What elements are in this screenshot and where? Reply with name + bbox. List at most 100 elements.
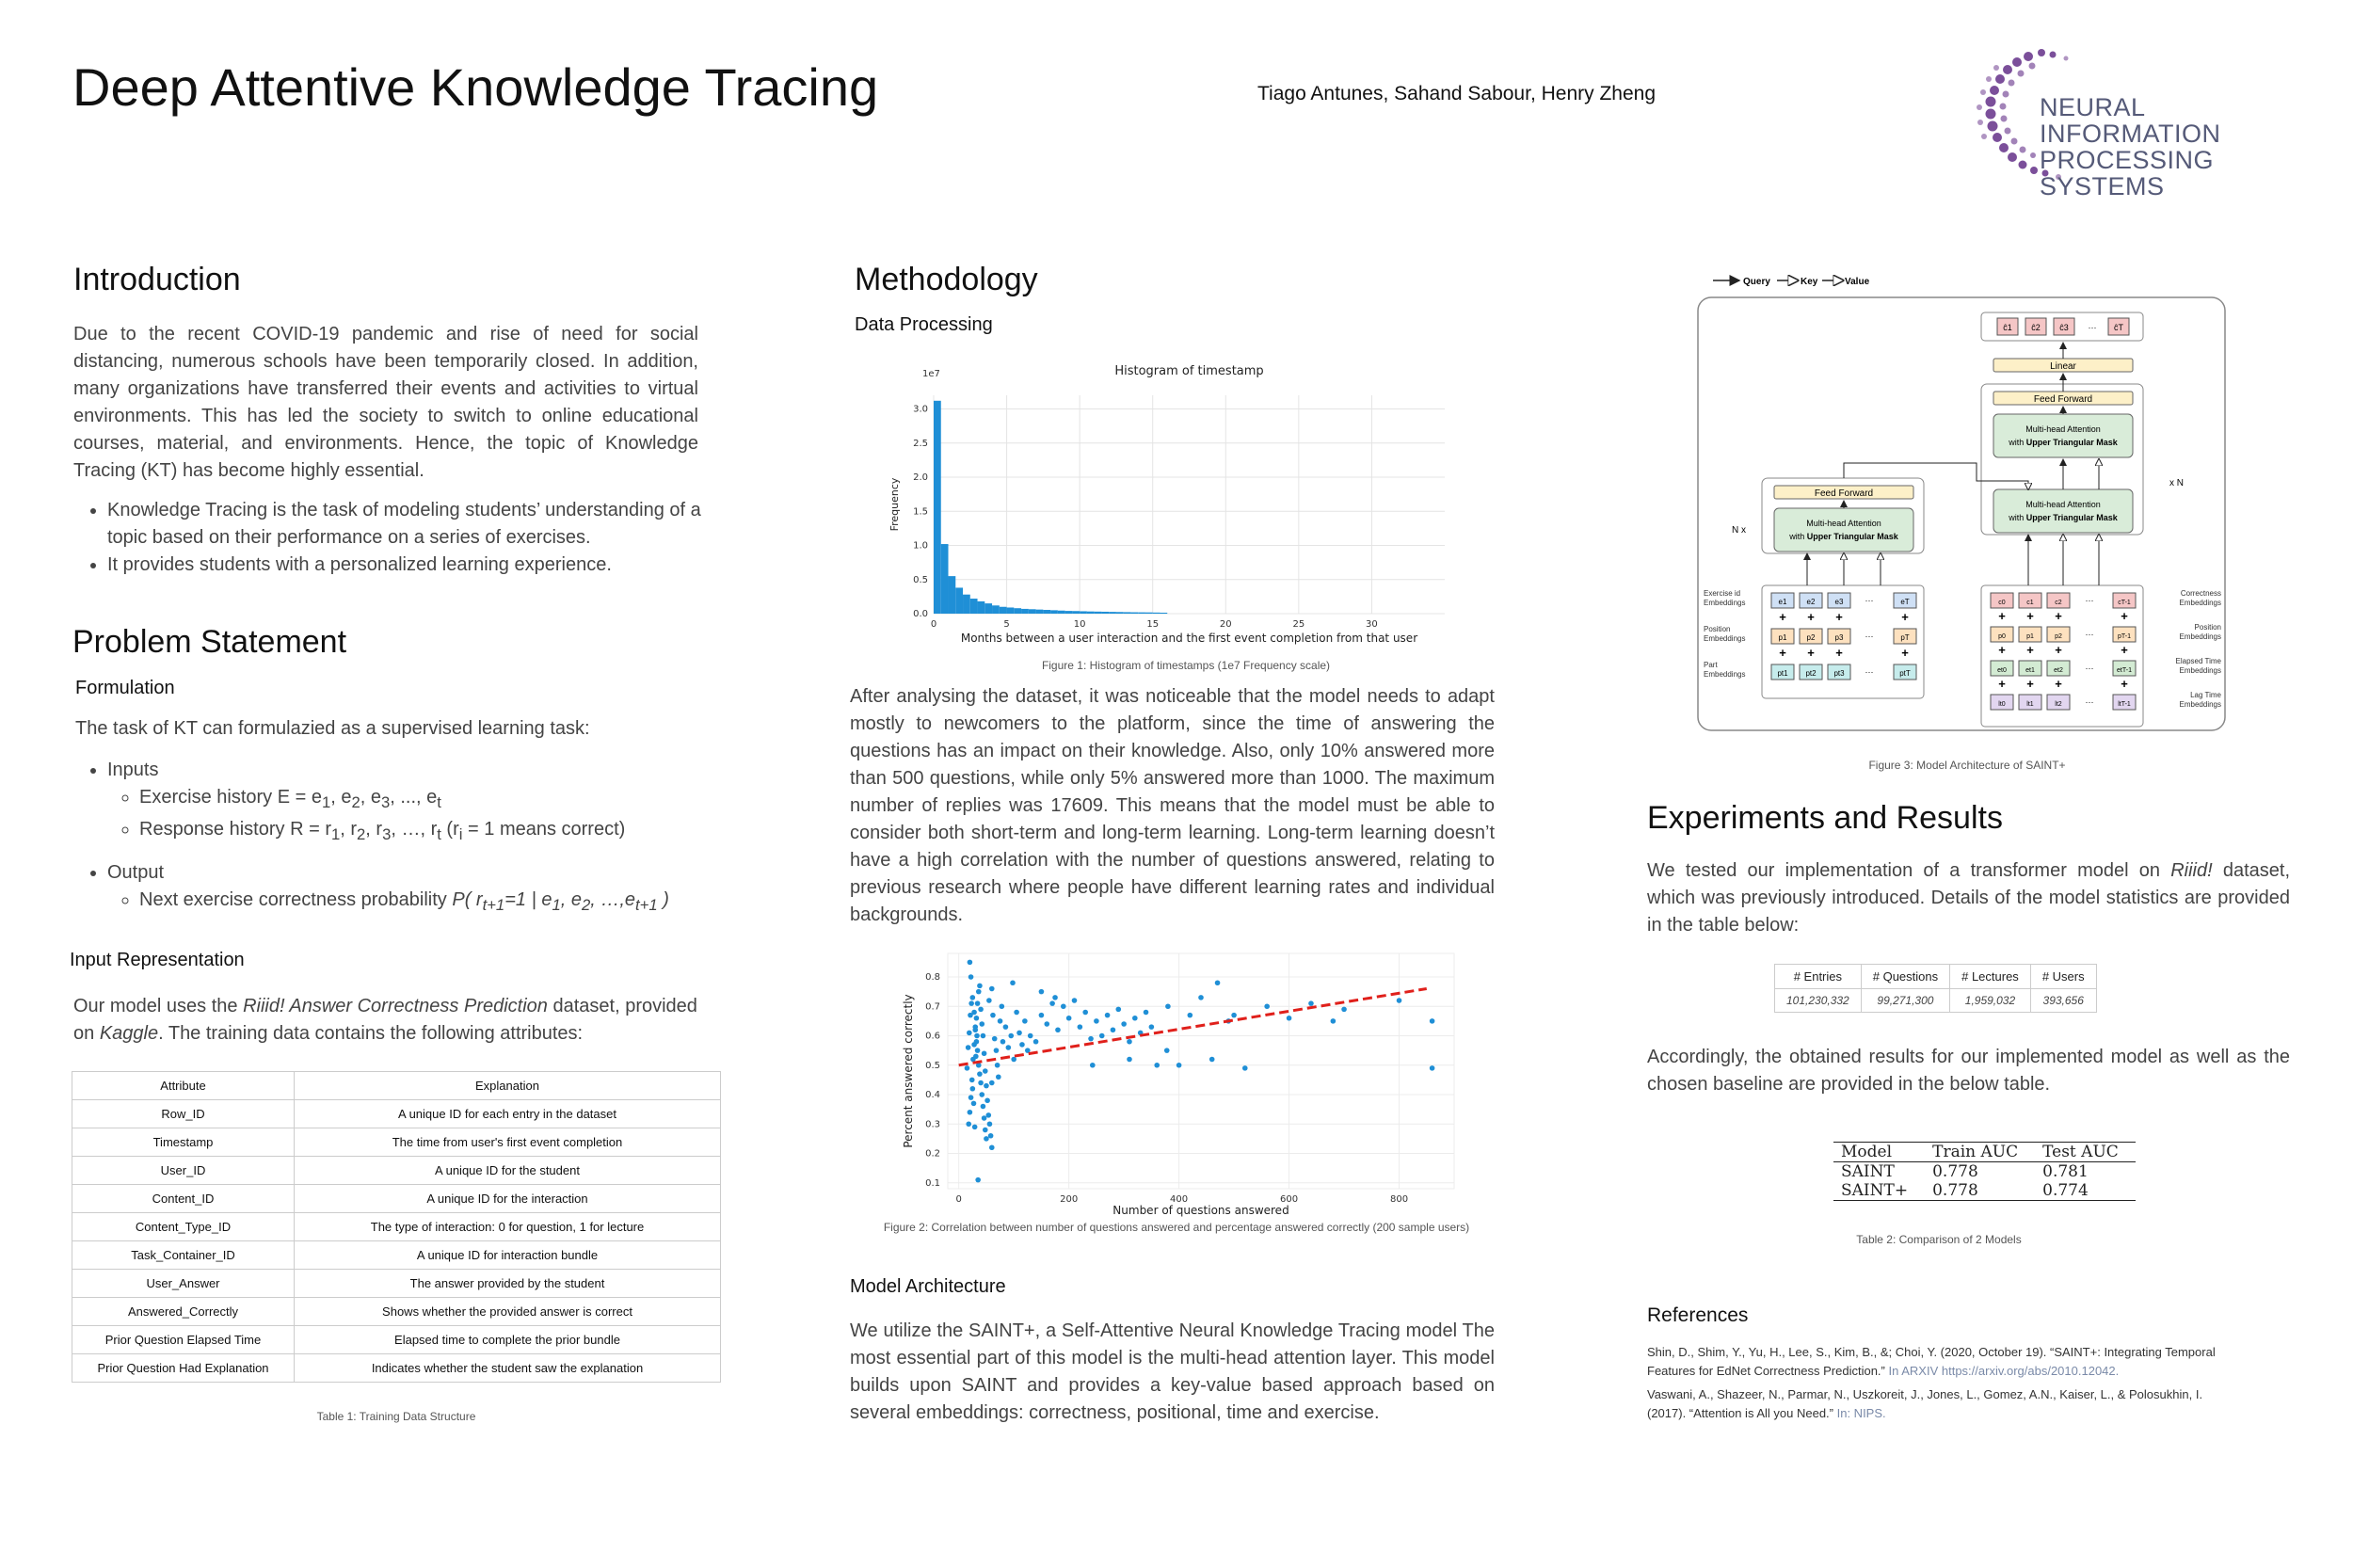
scatter-xtick-label: 800 [1390,1194,1408,1205]
table-row: Task_Container_ID A unique ID for interac… [72,1240,721,1270]
plus-sign: + [2121,609,2128,623]
hist-bar [1064,611,1073,614]
training-data-table: Attribute Explanation Row_ID A unique ID fo… [72,1071,721,1383]
input-rep-subheading: Input Representation [70,950,245,970]
scatter-point [1038,988,1045,995]
output-token: ĉ3 [2059,323,2069,332]
output-token: ĉT [2114,323,2124,332]
references-heading: References [1647,1304,1749,1326]
scatter-point [1044,1021,1050,1027]
hist-bar [977,600,985,614]
output-token-box [2053,317,2075,336]
scatter-point [1065,1015,1072,1021]
scatter-point [984,1097,990,1104]
left-embedding-label: Embeddings [1704,670,1745,679]
encoder-embedding-token-box [1799,664,1823,680]
table-row: Answered_Correctly Shows whether the prov… [72,1297,721,1326]
table-row: Row_ID A unique ID for each entry in the … [72,1099,721,1128]
scatter-point [986,998,992,1003]
scatter-point [968,1000,974,1006]
decoder-embedding-token: et1 [2025,667,2035,674]
formulation-text: The task of KT can formulazied as a supe… [75,718,590,739]
table-cell: Task_Container_ID [72,1240,295,1270]
left-embedding-label: Position [1704,625,1730,633]
scatter-point [970,1100,977,1107]
hist-xtick-label: 25 [1292,619,1305,630]
svg-text:with Upper Triangular Mask: with Upper Triangular Mask [2008,438,2119,447]
svg-text:with Upper Triangular Mask: with Upper Triangular Mask [2008,513,2119,522]
table-cell: Timestamp [72,1128,295,1157]
encoder-embedding-token: p2 [1807,633,1816,642]
auc-cell: SAINT+ [1841,1181,1909,1200]
hist-bar [1123,612,1131,614]
dataset-stats-table: # Entries # Questions # Lectures # Users 10… [1774,964,2097,1013]
left-embedding-label: Embeddings [1704,634,1745,643]
dec-mha1-line1: Multi-head Attention [2025,424,2101,434]
auc-row: SAINT+ 0.778 0.774 [1833,1181,2136,1201]
scatter-point [971,1124,978,1130]
legend-key: Key [1801,277,1818,287]
neurips-logo-mark [1977,49,2069,180]
table-header-row: Attribute Explanation [72,1071,721,1100]
scatter-point [1104,1012,1111,1018]
scatter-point [1163,1048,1170,1053]
scatter-point [1016,1030,1022,1036]
decoder-embedding-token-box [2112,592,2137,609]
stats-header-cell: # Users [2029,964,2097,989]
table-cell: Attribute [72,1071,295,1100]
scatter-point [996,1074,1001,1080]
plus-sign: + [1998,677,2006,691]
right-embedding-label: Embeddings [2180,700,2221,709]
table-cell: User_Answer [72,1269,295,1298]
hist-bar [1006,607,1015,614]
scatter-point [978,1006,984,1013]
hist-bar [1072,611,1080,614]
plus-sign: + [1998,609,2006,623]
scatter-point [966,1121,972,1128]
scatter-point [967,959,973,966]
fig1-caption: Figure 1: Histogram of timestamps (1e7 F… [1041,659,1331,672]
scatter-ytick-label: 0.2 [925,1149,940,1160]
scatter-point [1121,1021,1127,1027]
left-embedding-label: Embeddings [1704,599,1745,607]
scatter-point [1154,1062,1160,1068]
enc-mha-line1: Multi-head Attention [1806,519,1881,528]
decoder-embedding-token-box [1990,626,2014,643]
scatter-point [978,1080,984,1086]
table-row: Content_ID A unique ID for the interactio… [72,1184,721,1213]
table-row: Prior Question Elapsed Time Elapsed time … [72,1325,721,1354]
table-cell: Elapsed time to complete the prior bundl… [294,1325,721,1354]
plus-sign: + [2026,677,2034,691]
scatter-point [994,1062,1000,1068]
hist-ytick-label: 0.0 [913,609,928,619]
scatter-point [987,1132,994,1139]
hist-bar [1115,612,1124,614]
histogram-chart: 0 5 10 15 20 25 30 0.0 0.5 1.0 1.5 2.0 2.5 3.0 Histogr… [888,364,1445,645]
hist-bar [1028,609,1036,614]
plus-sign: + [2026,643,2034,657]
decoder-embedding-token-box [2018,592,2042,609]
model-arch-subheading: Model Architecture [850,1276,1006,1297]
hist-ytick-label: 2.5 [913,439,928,449]
scatter-point [1005,1045,1012,1050]
auc-cell: SAINT [1841,1162,1895,1181]
neurips-logo: NEURAL INFORMATION PROCESSING SYSTEMS [1972,45,2329,200]
decoder-embedding-token: c1 [2026,600,2034,606]
scatter-point [1052,995,1058,1000]
table-cell: Prior Question Elapsed Time [72,1325,295,1354]
scatter-point [1214,980,1221,986]
output-token-box [2107,317,2130,336]
encoder-embedding-token-box [1770,592,1795,609]
scatter-point [982,1127,988,1133]
left-embedding-label: Part [1704,661,1718,669]
decoder-embedding-token-box [2046,592,2071,609]
plus-sign: + [2055,643,2062,657]
hist-ytick-label: 2.0 [913,472,928,483]
encoder-embedding-token-box [1799,628,1823,645]
stats-value-cell: 99,271,300 [1860,988,1951,1013]
table-cell: The answer provided by the student [294,1269,721,1298]
decoder-embedding-token: ltT-1 [2118,701,2131,708]
scatter-point [982,1068,988,1074]
scatter-point [981,1050,987,1057]
decoder-embedding-token-box [2018,660,2042,677]
